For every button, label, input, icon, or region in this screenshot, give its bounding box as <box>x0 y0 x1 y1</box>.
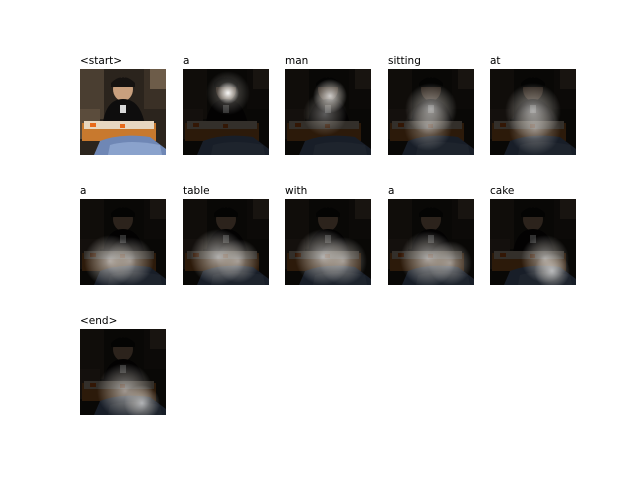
token-label: with <box>285 185 317 198</box>
attention-map-image <box>285 199 371 285</box>
attention-panel: a <box>80 185 166 285</box>
attention-map-image <box>490 69 576 155</box>
token-label: <start> <box>80 55 132 68</box>
attention-panel: a <box>388 185 474 285</box>
attention-panel: sitting <box>388 55 474 155</box>
attention-panel: man <box>285 55 371 155</box>
attention-map-image <box>183 69 269 155</box>
token-label: sitting <box>388 55 430 68</box>
attention-panel: <start> <box>80 55 166 155</box>
token-label: man <box>285 55 318 68</box>
attention-panel: <end> <box>80 315 166 415</box>
attention-panel: a <box>183 55 269 155</box>
attention-map-image <box>388 69 474 155</box>
token-label: a <box>80 185 96 198</box>
attention-panel: table <box>183 185 269 285</box>
token-label: table <box>183 185 219 198</box>
token-label: a <box>183 55 199 68</box>
attention-map-image <box>80 199 166 285</box>
attention-map-image <box>183 199 269 285</box>
attention-map-image <box>285 69 371 155</box>
token-label: a <box>388 185 404 198</box>
attention-map-image <box>388 199 474 285</box>
attention-panel: cake <box>490 185 576 285</box>
attention-panel: at <box>490 55 576 155</box>
token-label: <end> <box>80 315 127 328</box>
attention-map-image <box>80 69 166 155</box>
attention-map-image <box>490 199 576 285</box>
token-label: at <box>490 55 510 68</box>
attention-map-image <box>80 329 166 415</box>
attention-panel: with <box>285 185 371 285</box>
token-label: cake <box>490 185 524 198</box>
